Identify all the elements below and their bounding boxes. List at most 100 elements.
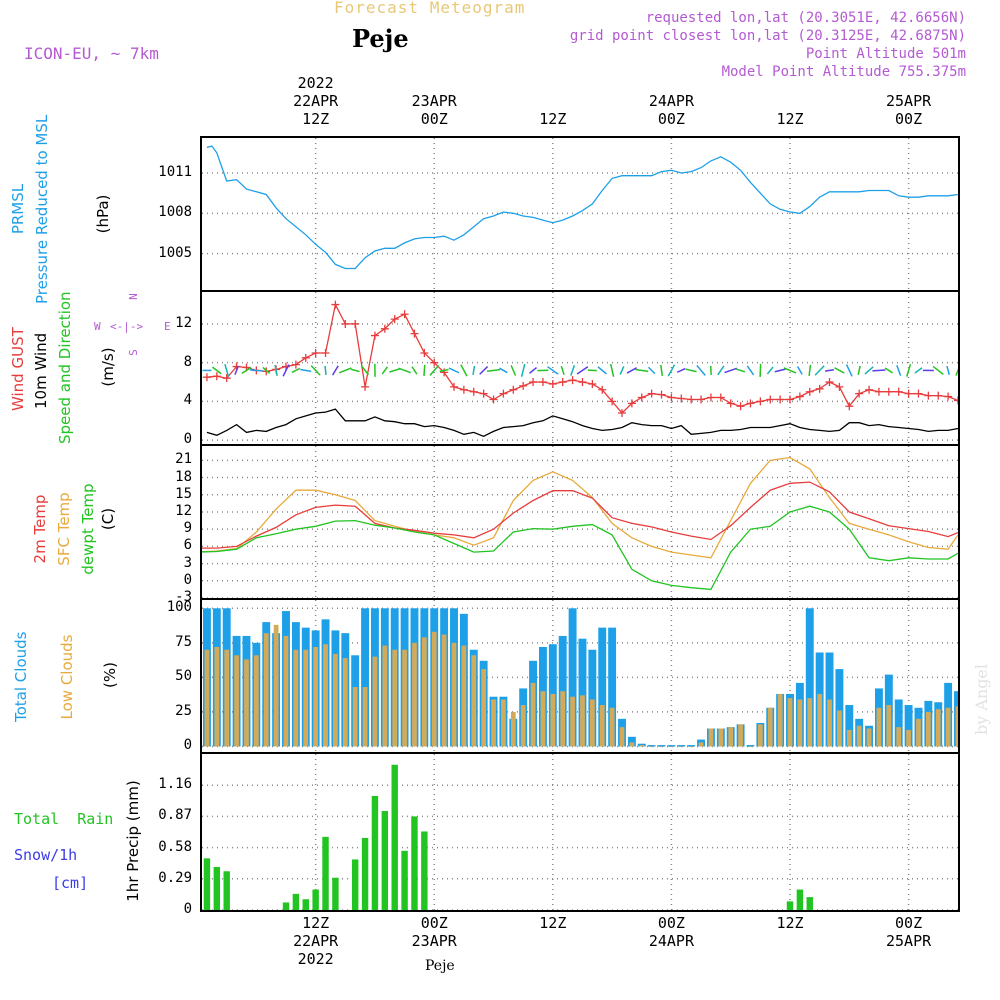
total-cloud-bar <box>608 627 617 747</box>
gust-marker <box>667 393 676 402</box>
pressure-unit: (hPa) <box>94 194 112 234</box>
temp-ytick: 3 <box>183 554 192 571</box>
gust-marker <box>311 348 320 357</box>
precip-bar <box>361 837 369 910</box>
total-cloud-bar <box>361 608 370 747</box>
low-cloud-bar <box>817 693 823 747</box>
pressure-ytick: 1005 <box>158 244 192 261</box>
total-cloud-bar <box>568 608 577 747</box>
time-axis-label: 22APR <box>293 92 339 110</box>
time-axis-label: 25APR <box>886 92 932 110</box>
low-cloud-bar <box>748 746 753 747</box>
gust-marker <box>825 378 834 387</box>
low-cloud-bar <box>807 698 813 747</box>
low-cloud-bar <box>609 707 615 747</box>
gust-marker <box>509 385 518 394</box>
temperature-panel <box>200 444 960 600</box>
temp-2m-label: 2m Temp <box>31 494 49 564</box>
low-cloud-bar <box>718 728 724 747</box>
wind-direction-arrow <box>460 364 468 377</box>
wind-direction-arrow <box>439 368 449 373</box>
total-cloud-bar <box>746 745 755 747</box>
wind-direction-arrow <box>282 364 290 377</box>
precip-bar <box>391 764 398 910</box>
gust-marker <box>361 382 370 391</box>
compass-e: E <box>164 320 171 333</box>
gust-marker <box>390 315 399 324</box>
low-cloud-bar <box>738 724 743 747</box>
wind-direction-arrow <box>361 365 370 376</box>
compass-n: N <box>126 293 140 300</box>
precip-panel <box>200 752 960 912</box>
precip-bar <box>282 902 290 910</box>
gust-marker <box>420 348 429 357</box>
low-cloud-bar <box>323 644 328 747</box>
gust-marker <box>538 378 547 387</box>
low-cloud-bar <box>886 705 892 747</box>
low-cloud-bar <box>866 728 872 747</box>
wind-direction-arrow <box>609 363 615 377</box>
low-cloud-bar <box>293 649 299 747</box>
low-cloud-bar <box>639 745 645 747</box>
wind-direction-arrow <box>249 369 263 372</box>
low-cloud-bar <box>342 658 348 747</box>
time-axis-label: 12Z <box>302 914 330 932</box>
clouds-ytick: 0 <box>183 737 192 754</box>
compass-rose: N W <-|-> E S <box>88 290 180 360</box>
low-cloud-bar <box>313 646 319 747</box>
wind-direction-arrow <box>262 366 271 374</box>
dewpoint-line <box>202 505 958 591</box>
gust-marker <box>736 402 745 411</box>
time-axis-label: 00Z <box>657 914 685 932</box>
gust-marker <box>924 391 933 400</box>
wind-direction-arrow <box>211 366 222 375</box>
gust-marker <box>499 389 508 398</box>
wind-direction-arrow <box>486 368 501 372</box>
total-cloud-bar <box>578 638 587 747</box>
wind-gust-label: Wind GUST <box>9 327 27 411</box>
gust-marker <box>657 390 666 399</box>
wind-direction-arrow <box>576 366 589 375</box>
gust-marker <box>855 389 864 398</box>
time-axis-label: 24APR <box>648 932 694 950</box>
gust-marker <box>450 382 458 391</box>
time-axis-label: 00Z <box>420 110 448 128</box>
precip-ytick: 0.29 <box>158 869 192 886</box>
wind-direction-arrow <box>857 365 861 375</box>
low-cloud-bar <box>659 746 664 747</box>
low-cloud-bar <box>570 696 575 747</box>
low-cloud-bar <box>846 729 852 747</box>
low-cloud-bar <box>352 687 358 747</box>
time-axis-label: 00Z <box>657 110 685 128</box>
precip-bar <box>796 889 804 910</box>
wind-direction-arrow <box>499 367 508 374</box>
low-cloud-bar <box>362 687 368 747</box>
low-cloud-bar <box>560 691 566 747</box>
low-cloud-bar <box>688 746 694 747</box>
precip-bar <box>401 850 408 910</box>
point-altitude: Point Altitude 501m <box>805 46 966 62</box>
low-cloud-bar <box>698 742 704 747</box>
wind-direction-arrow <box>619 366 625 375</box>
low-cloud-bar <box>550 693 556 747</box>
precip-ytick: 0 <box>183 901 192 917</box>
wind-ytick: 12 <box>175 314 192 331</box>
wind-direction-arrow <box>834 367 845 374</box>
low-cloud-bar <box>333 653 338 747</box>
wind-direction-arrow <box>766 366 774 375</box>
wind-direction-arrow <box>845 364 853 377</box>
precip-bar <box>421 831 428 910</box>
wind-direction-arrow <box>783 367 797 374</box>
gust-marker <box>578 378 587 387</box>
clouds-ytick: 75 <box>175 633 192 650</box>
wind-direction-arrow <box>570 364 576 376</box>
low-cloud-bar <box>234 655 239 747</box>
wind-direction-arrow <box>338 367 352 374</box>
low-cloud-bar <box>777 693 783 747</box>
low-cloud-bar <box>263 633 269 747</box>
pressure-ytick: 1008 <box>158 204 192 221</box>
wind-direction-arrow <box>234 365 239 375</box>
wind-direction-arrow <box>864 366 874 375</box>
wind-direction-arrow <box>946 365 951 375</box>
wind-direction-arrow <box>914 367 923 374</box>
